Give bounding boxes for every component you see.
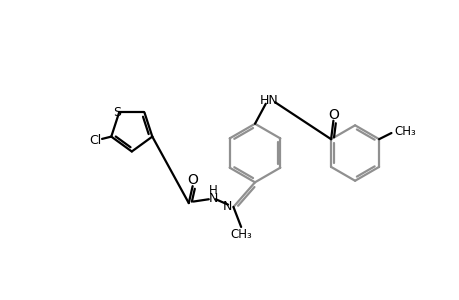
Text: Cl: Cl: [89, 134, 101, 147]
Text: N: N: [222, 200, 231, 213]
Text: N: N: [208, 192, 218, 205]
Text: H: H: [208, 184, 217, 196]
Text: S: S: [113, 106, 121, 119]
Text: CH₃: CH₃: [394, 125, 415, 138]
Text: O: O: [327, 107, 338, 122]
Text: CH₃: CH₃: [230, 228, 252, 241]
Text: O: O: [187, 173, 198, 187]
Text: HN: HN: [259, 94, 278, 107]
